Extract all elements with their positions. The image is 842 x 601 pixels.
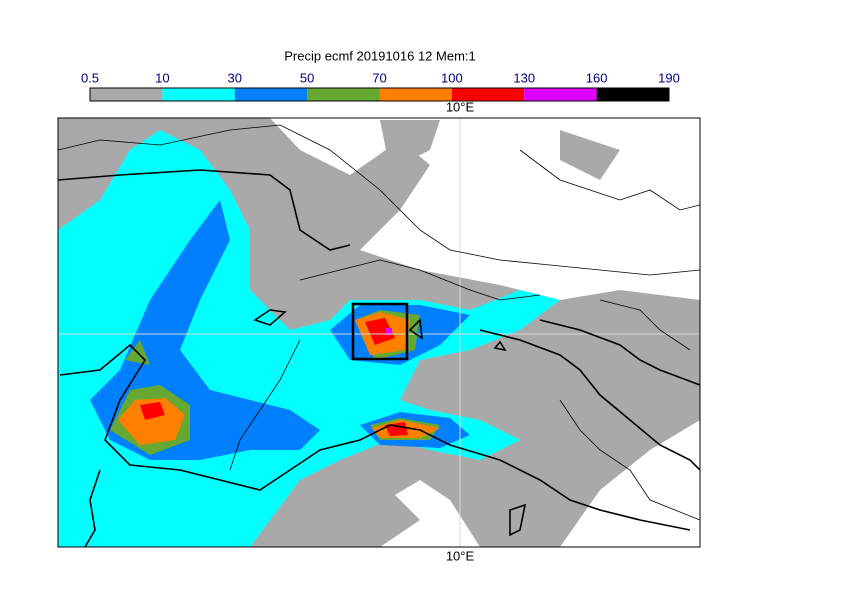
colorbar-label: 160 [586,70,608,85]
precip-130-160 [385,328,392,335]
colorbar-swatch [451,88,525,101]
precip-100-130 [140,318,408,436]
map-title: Precip ecmf 20191016 12 Mem:1 [284,48,476,63]
map-frame [57,117,701,548]
precip-30-50 [90,200,470,460]
colorbar: 0.5 10 30 50 70 100 130 160 190 [81,70,680,102]
colorbar-swatch [379,88,452,101]
colorbar-label: 190 [658,70,680,85]
lon-label-top: 10°E [446,99,475,114]
colorbar-swatch [524,88,597,101]
colorbar-swatch [596,88,669,101]
lon-label-bottom: 10°E [446,548,475,563]
precip-light-patches [320,120,620,547]
coastlines [58,169,700,547]
borders [58,124,700,521]
map-area [58,118,700,547]
colorbar-frame [89,87,670,102]
colorbar-label: 10 [155,70,169,85]
colorbar-swatch [307,88,380,101]
colorbar-label: 70 [372,70,386,85]
colorbar-swatch [162,88,235,101]
focus-box [351,302,409,361]
colorbar-label: 50 [300,70,314,85]
colorbar-swatch [90,88,163,101]
colorbar-label: 30 [228,70,242,85]
colorbar-label: 100 [441,70,463,85]
colorbar-swatch [234,88,308,101]
colorbar-label: 0.5 [81,70,99,85]
colorbar-label: 130 [513,70,535,85]
